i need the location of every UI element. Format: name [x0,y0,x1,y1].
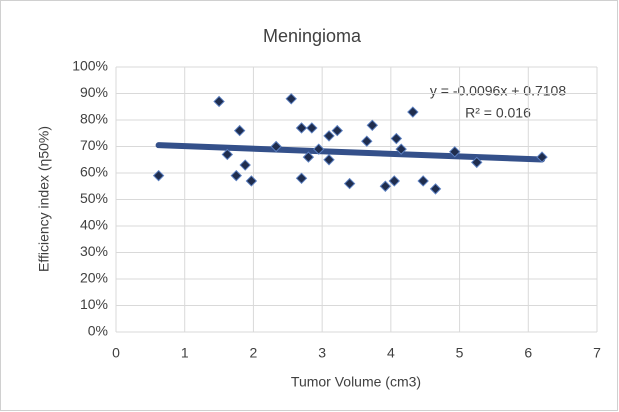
scatter-point [285,93,297,105]
y-tick-label: 50% [80,190,108,206]
y-tick-label: 30% [80,243,108,259]
x-tick-label: 4 [387,345,395,361]
scatter-point [221,148,234,161]
scatter-point [417,175,429,187]
y-tick-label: 0% [88,323,108,339]
scatter-point [361,135,373,147]
scatter-point [366,119,379,132]
annotation: R² = 0.016 [465,105,531,121]
y-tick-label: 20% [80,270,108,286]
y-tick-label: 100% [72,58,108,74]
chart-title: Meningioma [263,26,362,46]
scatter-point [407,106,419,118]
x-tick-label: 6 [524,345,532,361]
x-tick-label: 5 [456,345,464,361]
scatter-point [388,175,401,187]
scatter-point [233,124,246,137]
x-tick-label: 2 [250,345,258,361]
scatter-point [295,122,308,134]
trendline [155,142,546,163]
scatter-point [312,143,325,155]
y-axis-label: Efficiency index (η50%) [36,126,52,272]
scatter-point [429,183,442,195]
scatter-point [323,130,335,142]
scatter-point [245,175,258,187]
x-tick-label: 0 [112,345,120,361]
x-tick-label: 7 [593,345,601,361]
scatter-point [306,122,318,134]
scatter-point [270,140,282,153]
scatter-point [152,169,165,182]
scatter-point [379,180,392,192]
y-tick-label: 70% [80,137,108,153]
scatter-point [395,143,407,155]
scatter-point [343,177,356,190]
y-tick-label: 60% [80,164,108,180]
scatter-point [230,169,242,182]
scatter-point [331,124,343,137]
scatter-point [323,154,335,166]
y-tick-label: 90% [80,84,108,100]
y-tick-label: 40% [80,217,108,233]
scatter-point [536,151,548,163]
x-axis-label: Tumor Volume (cm3) [291,374,421,390]
scatter-point [471,156,483,169]
y-tick-label: 80% [80,111,108,127]
scatter-point [302,151,315,163]
annotation: y = -0.0096x + 0.7108 [430,83,566,99]
scatter-point [449,146,461,158]
x-tick-label: 1 [181,345,189,361]
scatter-point [239,159,251,171]
y-tick-label: 10% [80,296,108,312]
scatter-point [295,172,308,185]
scatter-point [390,132,403,145]
scatter-point [213,95,225,108]
x-tick-label: 3 [318,345,326,361]
